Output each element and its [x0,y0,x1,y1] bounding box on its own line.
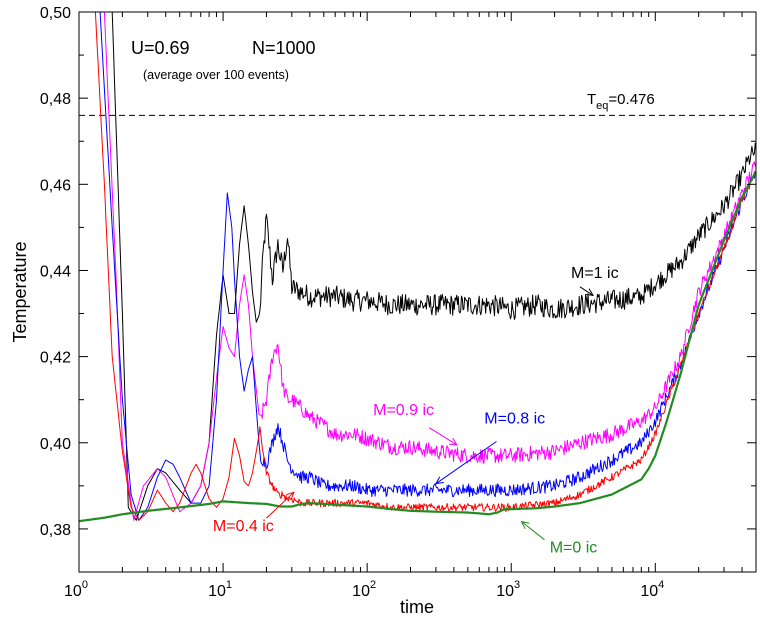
y-tick-label: 0,42 [40,350,71,367]
y-tick-label: 0,46 [40,177,71,194]
x-axis-label: time [400,597,434,617]
x-tick-label: 100 [64,579,88,600]
y-tick-label: 0,44 [40,263,71,280]
annotation-arrow [435,441,497,485]
series-line-m-0-8-ic [99,12,756,521]
equilibrium-label-main: T [587,91,596,108]
series-line-m-0-9-ic [103,12,756,521]
annotation-label: M=0 ic [550,540,598,557]
y-tick-label: 0,50 [40,5,71,22]
annotation-layer: M=1 ic M=0.9 ic M=0.8 ic M=0.4 ic M=0 ic [213,265,619,556]
annotation-label: M=0.9 ic [373,402,434,419]
annotation-arrowhead [520,520,530,530]
annotation-arrow [266,491,295,519]
x-tick-label: 102 [352,579,376,600]
x-tick-exponent: 3 [514,579,520,591]
annotation-arrowhead [448,437,458,446]
x-tick-exponent: 1 [226,579,232,591]
annotation-arrowhead [286,491,295,500]
params-label: U=0.69 [131,38,190,58]
x-tick-base: 10 [208,583,226,600]
equilibrium-label-sub: eq [596,100,608,112]
size-label: N=1000 [252,38,316,58]
x-tick-base: 10 [640,583,658,600]
annotation-arrow [521,521,545,541]
series-line-m-0-4-ic [94,12,756,521]
annotation-arrow [429,427,458,446]
y-tick-label: 0,48 [40,91,71,108]
equilibrium-label: Teq=0.476 [587,91,655,112]
x-tick-label: 103 [496,579,520,600]
series-layer [79,12,756,523]
x-tick-label: 101 [208,579,232,600]
annotation-arrowhead [585,288,595,297]
x-tick-base: 10 [64,583,82,600]
y-tick-label: 0,40 [40,436,71,453]
x-tick-exponent: 2 [370,579,376,591]
x-tick-exponent: 4 [658,579,664,591]
annotation-label: M=1 ic [571,265,619,282]
series-line-m-0-ic [79,170,756,523]
annotation-arrowhead [434,476,444,485]
x-tick-label: 104 [640,579,664,600]
annotation-label: M=0.8 ic [484,410,545,427]
plot-frame [78,11,757,573]
y-axis-label: Temperature [10,241,30,342]
note-label: (average over 100 events) [143,68,289,82]
y-tick-label: 0,38 [40,522,71,539]
annotation-arrow [579,286,594,296]
x-tick-base: 10 [352,583,370,600]
axis-layer: 100 101 102 103 1040,380,400,420,440,460,480… [40,5,756,600]
annotation-label: M=0.4 ic [213,518,274,535]
x-tick-exponent: 0 [82,579,88,591]
x-tick-base: 10 [496,583,514,600]
equilibrium-label-rest: =0.476 [608,91,654,108]
